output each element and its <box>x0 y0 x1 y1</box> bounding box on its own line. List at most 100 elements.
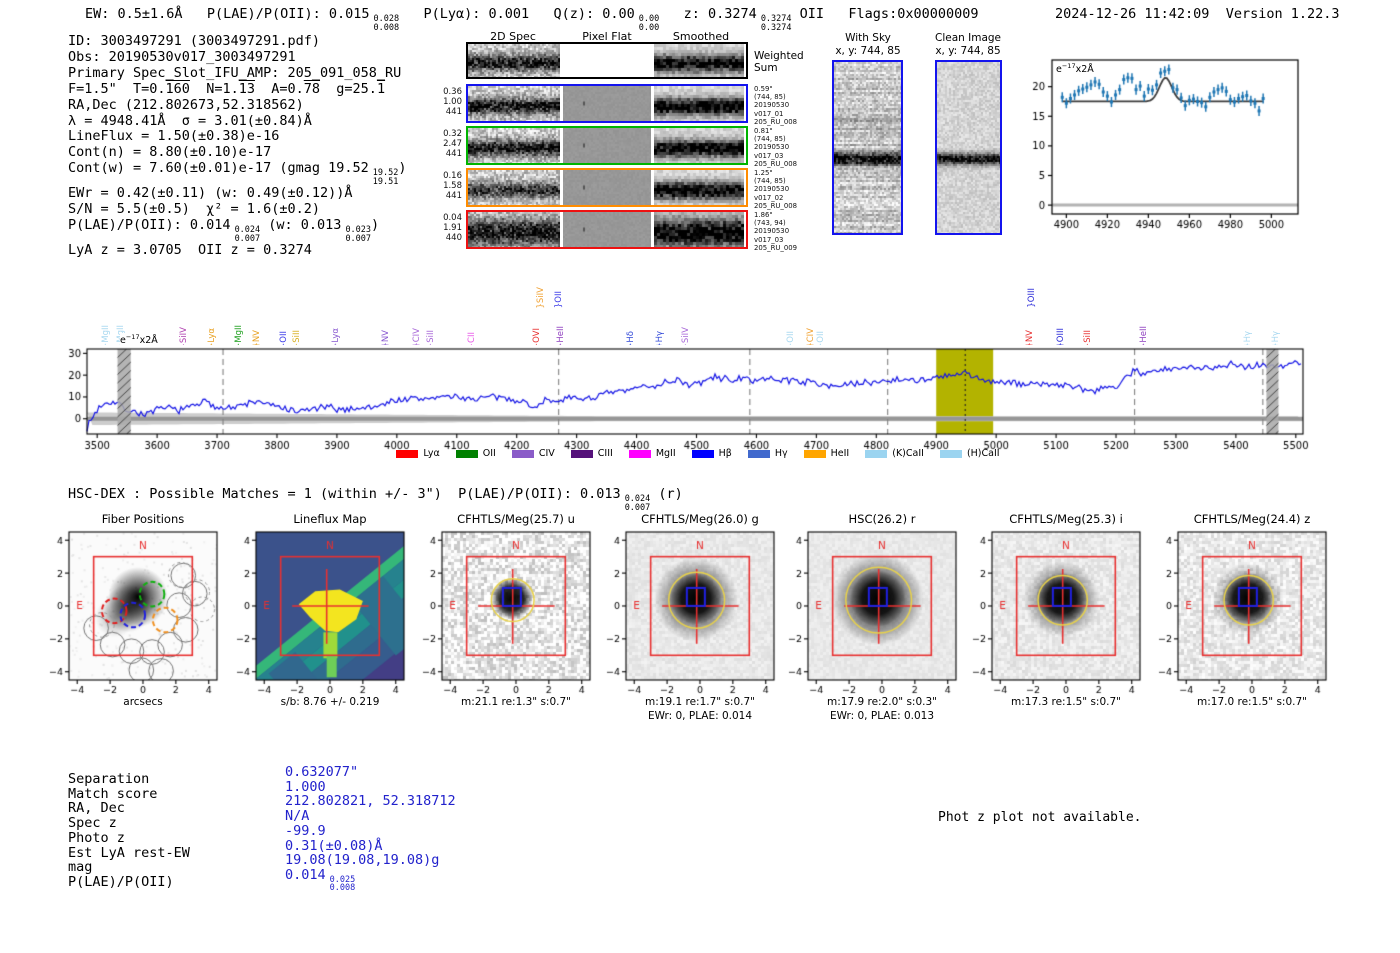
match-table-values: 0.632077" 1.000 212.802821, 52.318712 N/A -9… <box>285 765 456 893</box>
cutout-xlabel: s/b: 8.76 +/- 0.219 <box>280 696 380 708</box>
match-label: mag <box>68 859 93 876</box>
cutout-title: CFHTLS/Meg(26.0) g <box>641 512 759 526</box>
header-segment-frac: 0.3274 0.3274 <box>761 15 792 32</box>
spec2d-left-label: 1.58 <box>443 181 462 191</box>
info-line-sub: 19.51 <box>372 176 399 187</box>
legend-label: Hβ <box>718 448 732 459</box>
spec2d-right-label: 1.86" <box>754 211 773 219</box>
match-value: N/A <box>285 809 456 824</box>
legend-item: OII <box>455 448 496 459</box>
clean-image-title: Clean Image x, y: 744, 85 <box>912 32 1024 57</box>
header-segment-frac: 0.00 0.00 <box>639 15 659 32</box>
spec2d-right-label: 205_RU_008 <box>754 117 798 126</box>
match-value-text: 212.802821, 52.318712 <box>285 793 456 810</box>
cutout-canvas <box>782 530 960 696</box>
header-version: Version 1.22.3 <box>1225 6 1340 22</box>
info-line-text: (w: 0.013 <box>260 217 342 234</box>
match-value: 0.31(±0.08)Å <box>285 838 456 854</box>
info-line-text: P(LAE)/P(OII): 0.014 <box>68 217 231 234</box>
info-line: RA,Dec (212.802673,52.318562) <box>68 97 406 114</box>
spec2d-row-right-labels: 1.25" (744, 85) 20190530 v017_02 205_RU_008 <box>754 169 824 210</box>
info-line-frac: 19.52 19.51 <box>373 169 399 186</box>
fit-plot-units-annotation: e−17x2Å <box>1056 62 1094 76</box>
match-value: 0.632077" <box>285 765 456 780</box>
with-sky-title-text: With Sky <box>845 32 891 44</box>
header-datetime: 2024-12-26 11:42:09 <box>1055 6 1210 22</box>
legend-swatch <box>747 449 770 458</box>
spec2d-left-label: 1.91 <box>443 223 462 233</box>
info-line-text: Obs: 20190530v017_3003497291 <box>68 48 296 65</box>
legend-label: CIII <box>597 448 613 459</box>
info-line-text: Primary Spec_Slot_IFU_AMP: 205_091_058_R… <box>68 64 402 81</box>
info-line: F=1.5" T=0.160 N=1.13 A=0.78 g=25.1 <box>68 80 406 98</box>
spec2d-right-label: 1.25" <box>754 169 773 177</box>
info-line-text: LyA z = 3.0705 OII z = 0.3274 <box>68 242 312 259</box>
legend-swatch <box>939 449 962 458</box>
info-line-text: ) <box>371 217 380 234</box>
cutout-extra-label: EWr: 0, PLAE: 0.013 <box>829 710 935 722</box>
col-title-2d-spec: 2D Spec <box>490 30 536 43</box>
cutout-xlabel: m:17.9 re:2.0" s:0.3" <box>827 696 937 708</box>
emission-line-label: }OII <box>553 290 564 308</box>
match-value-text: 19.08(19.08,19.08)g <box>285 852 440 869</box>
catalog-match-text: (r) <box>650 486 683 502</box>
spec2d-right-label: Weighted <box>754 50 804 62</box>
match-label: Photo z <box>68 829 125 846</box>
legend-swatch <box>455 449 478 458</box>
spec2d-right-label: (744, 85) <box>754 93 786 102</box>
info-line-frac: 0.024 0.007 <box>235 226 261 243</box>
match-value: -99.9 <box>285 823 456 839</box>
spectrum-legend: Lyα OII CIV CIII MgII Hβ Hγ HeII (K)CaII (H)CaII <box>88 448 1308 459</box>
spec2d-right-label: v017_03 <box>754 151 784 160</box>
match-value-text: 0.014 <box>285 866 326 883</box>
pixelflat-image <box>563 212 651 247</box>
legend-item: Hγ <box>747 448 788 459</box>
match-label: Est LyA rest-EW <box>68 844 190 861</box>
spec2d-row-right-labels: 1.86" (743, 94) 20190530 v017_03 205_RU_009 <box>754 211 824 252</box>
info-line: S/N = 5.5(±0.5) χ² = 1.6(±0.2) <box>68 201 406 218</box>
catalog-match-text: HSC-DEX : Possible Matches = 1 (within +… <box>68 486 621 502</box>
legend-swatch <box>628 449 651 458</box>
detection-info-block: ID: 3003497291 (3003497291.pdf) Obs: 2019… <box>68 33 406 259</box>
match-value: 1.000 <box>285 778 456 795</box>
header-segment-text: EW: 0.5±1.6Å <box>85 6 207 22</box>
spec2d-left-label: 1.00 <box>443 97 462 107</box>
cutout-title: CFHTLS/Meg(25.7) u <box>457 512 575 526</box>
info-line-text: LineFlux = 1.50(±0.38)e-16 <box>68 128 280 145</box>
legend-swatch <box>691 449 714 458</box>
spec2d-row-right-labels: Weighted Sum <box>754 50 824 74</box>
spec2d-left-label: 441 <box>445 149 462 159</box>
spec2d-right-label: 0.59" <box>754 85 773 93</box>
cutout-xlabel: m:17.3 re:1.5" s:0.7" <box>1011 696 1121 708</box>
spec2d-row-frame <box>466 210 748 249</box>
legend-label: Lyα <box>423 448 440 459</box>
info-line: Obs: 20190530v017_3003497291 <box>68 48 406 66</box>
spec2d-right-label: 20190530 <box>754 101 790 110</box>
spec2d-row-left-labels: 0.16 1.58 441 <box>436 171 462 201</box>
spec2d-row: Weighted Sum <box>436 42 826 80</box>
legend-label: CIV <box>538 448 555 459</box>
clean-image-title-text: Clean Image <box>934 32 1002 44</box>
spec2d-right-label: 205_RU_008 <box>754 201 798 210</box>
match-value: 212.802821, 52.318712 <box>285 794 456 809</box>
match-value-text: 1.000 <box>285 778 326 795</box>
info-line: EWr = 0.42(±0.11) (w: 0.49(±0.12))Å <box>68 185 406 202</box>
spec2d-image <box>468 44 560 77</box>
spec2d-image <box>468 128 560 163</box>
info-line-text: 78 <box>303 80 321 97</box>
match-value-frac: 0.025 0.008 <box>330 876 356 893</box>
pixelflat-image <box>563 44 651 77</box>
info-line-text: F=1.5" T=0. <box>68 80 166 97</box>
pixelflat-image <box>563 170 651 205</box>
legend-label: MgII <box>655 448 676 459</box>
header-segment-sup: 0.3274 <box>760 14 792 24</box>
clean-image-coords: x, y: 744, 85 <box>935 44 1001 57</box>
match-value-text: N/A <box>285 808 310 825</box>
emission-line-label: }OIII <box>1026 288 1037 308</box>
header-segment-sub: 0.00 <box>638 22 660 33</box>
legend-item: CIV <box>511 448 555 459</box>
spec2d-left-label: 0.16 <box>443 171 462 181</box>
clean-image <box>935 60 1002 235</box>
header-segment-text: OII Flags:0x00000009 <box>791 6 979 22</box>
